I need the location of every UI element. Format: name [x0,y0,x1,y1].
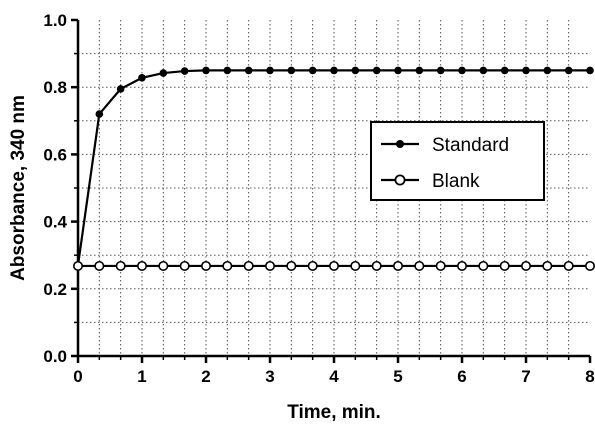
data-point [372,66,381,75]
data-point [435,260,446,271]
data-point [436,66,445,75]
data-point [223,66,232,75]
data-point [350,260,361,271]
legend-box [370,121,545,201]
legend-marker [396,140,404,148]
legend-label: Standard [432,135,509,156]
data-point [73,260,84,271]
y-axis-title: Absorbance, 340 nm [8,95,29,281]
data-point [243,260,254,271]
data-point [479,66,488,75]
data-point [500,66,509,75]
data-point [159,69,168,77]
x-tick-label: 7 [521,367,530,386]
data-point [201,260,212,271]
legend-entry-standard: Standard [381,135,509,156]
data-point [307,260,318,271]
data-point [392,260,403,271]
data-point [244,66,253,75]
data-point [478,260,489,271]
y-tick-label: 0.0 [43,347,67,366]
data-point [264,260,275,271]
data-point [584,260,595,271]
y-tick-label: 1.0 [43,11,67,30]
x-tick-label: 3 [265,367,274,386]
data-point [351,66,360,75]
data-point [202,66,210,75]
series-standard [74,66,594,270]
data-point [543,66,552,75]
series-layer [73,66,595,271]
data-point [522,66,530,75]
data-point [95,110,104,118]
axes: 0 1 2 3 4 5 6 7 8 0.0 0.2 0.4 0.6 0.8 1.0 Time, min. Abs… [8,11,595,423]
data-point [286,260,297,271]
x-axis-title: Time, min. [287,402,381,423]
data-point [180,67,189,75]
data-point [116,85,125,93]
data-point [394,66,402,75]
data-point [179,260,190,271]
data-point [328,260,339,271]
data-point [137,260,148,271]
series-blank [73,260,595,271]
data-point [158,260,169,271]
data-point [371,260,382,271]
data-point [499,260,510,271]
x-tick-label: 6 [457,367,466,386]
x-tick-label: 8 [585,367,594,386]
x-tick-label: 2 [201,367,210,386]
data-point [330,66,338,75]
data-point [266,66,274,75]
legend-label: Blank [432,171,480,192]
data-point [94,260,105,271]
legend-marker [394,174,406,186]
data-point [458,66,466,75]
legend-entry-blank: Blank [381,171,480,192]
x-tick-label: 1 [137,367,146,386]
data-point [542,260,553,271]
data-point [414,260,425,271]
x-tick-label: 5 [393,367,402,386]
data-point [308,66,317,75]
y-tick-label: 0.4 [43,213,67,232]
y-tick-label: 0.8 [43,78,67,97]
data-point [287,66,296,75]
y-tick-label: 0.2 [43,280,67,299]
data-point [138,73,146,82]
x-tick-label: 0 [73,367,82,386]
data-point [564,66,573,75]
legend: Standard Blank [370,121,545,201]
data-point [115,260,126,271]
data-point [456,260,467,271]
data-point [563,260,574,271]
data-point [222,260,233,271]
x-tick-label: 4 [329,367,339,386]
data-point [586,66,594,75]
y-tick-label: 0.6 [43,145,67,164]
data-point [520,260,531,271]
data-point [415,66,424,75]
